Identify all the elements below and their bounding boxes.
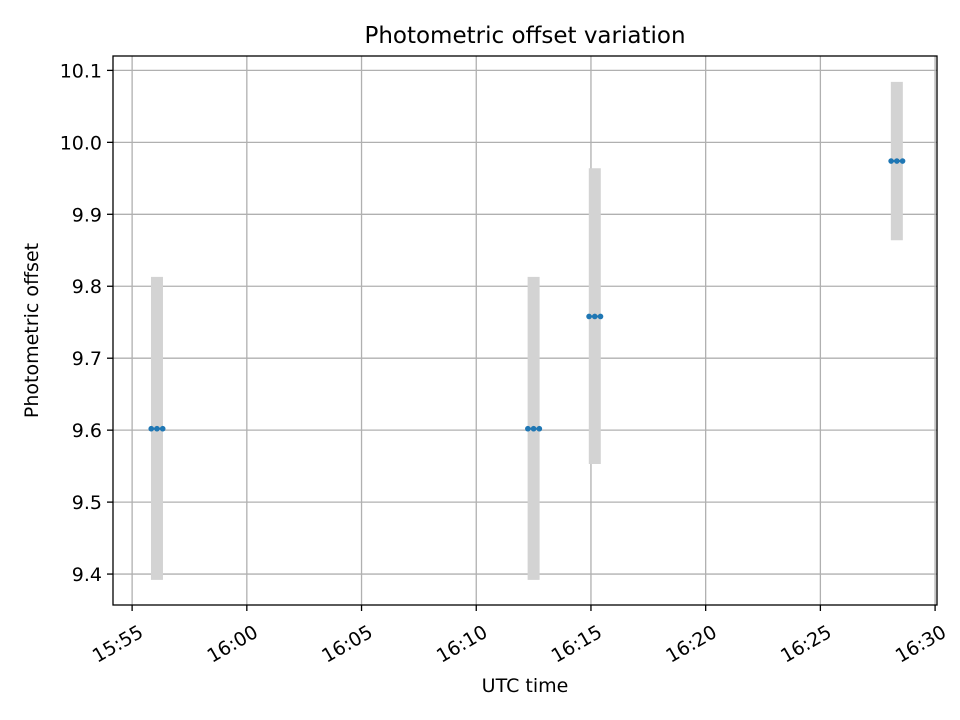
data-point [894,158,900,164]
y-tick-label: 9.6 [72,420,102,442]
data-point [586,313,592,320]
data-point [591,313,598,320]
x-axis-label: UTC time [482,675,569,697]
data-point [530,425,537,432]
data-point [148,425,155,432]
plot-frame [112,55,938,606]
y-tick-label: 9.7 [72,348,102,370]
y-tick-label: 10.1 [60,60,102,82]
data-point [159,425,166,432]
y-tick-label: 9.4 [72,564,102,586]
data-point [899,158,906,164]
data-point [888,158,894,164]
data-point [154,425,160,432]
y-tick-label: 9.8 [72,276,102,298]
data-markers [148,158,906,432]
data-point [597,313,604,320]
y-tick-label: 9.9 [72,204,102,226]
y-tick-label: 9.5 [72,492,102,514]
data-point [536,425,543,432]
y-axis-label: Photometric offset [21,243,43,418]
chart-title: Photometric offset variation [364,23,685,49]
y-tick-label: 10.0 [60,132,102,154]
data-point [525,425,531,432]
